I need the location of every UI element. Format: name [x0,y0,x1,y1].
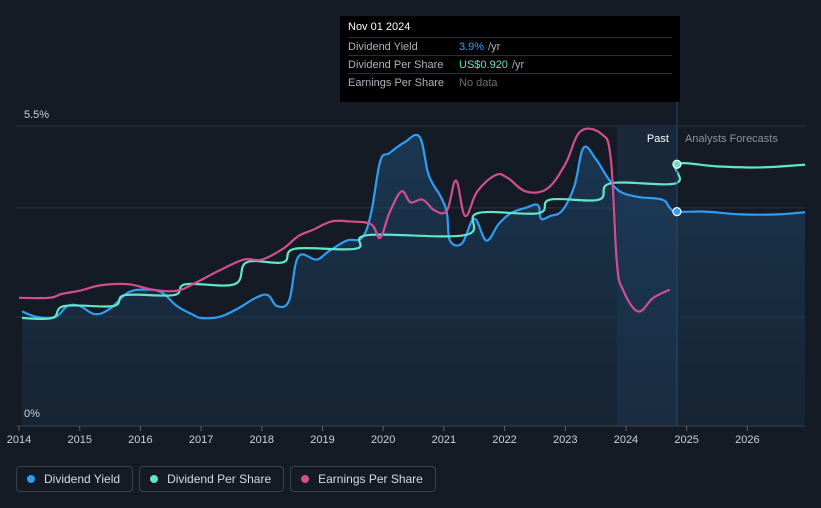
legend: Dividend Yield Dividend Per Share Earnin… [16,466,436,492]
legend-item-dividend-yield[interactable]: Dividend Yield [16,466,134,492]
tooltip-label: Dividend Per Share [348,58,444,71]
legend-dot-icon [150,475,159,483]
tooltip-row-earnings-per-share: Earnings Per Share No data [348,73,672,91]
tooltip-row-dividend-per-share: Dividend Per Share US$0.920 /yr [348,55,672,73]
tooltip-label: Dividend Yield [348,40,418,53]
x-tick-label: 2022 [492,434,516,446]
tooltip-value: 3.9% [459,40,485,53]
x-tick-label: 2017 [189,434,213,446]
past-label: Past [647,133,669,145]
x-axis: 2014 2015 2016 2017 2018 2019 2020 2021 2022 2023… [7,425,805,446]
forecast-label: Analysts Forecasts [685,133,778,145]
markers [672,159,682,217]
tooltip-value: US$0.920 [459,58,508,71]
x-tick-label: 2019 [310,434,334,446]
tooltip-label: Earnings Per Share [348,76,444,89]
tooltip-unit: /yr [488,40,501,53]
dividend-yield-line[interactable] [21,133,806,320]
tooltip-value: No data [459,76,498,89]
legend-item-dividend-per-share[interactable]: Dividend Per Share [139,466,285,492]
dividend-per-share-marker[interactable] [672,159,682,169]
x-tick-label: 2014 [7,434,31,446]
series-group [19,127,806,427]
dividend-per-share-line[interactable] [22,162,806,321]
x-tick-label: 2021 [432,434,456,446]
legend-dot-icon [27,475,35,483]
tooltip-unit: /yr [511,58,525,71]
legend-label: Dividend Per Share [167,472,272,486]
tooltip: Nov 01 2024 Dividend Yield 3.9% /yr Divi… [340,16,680,102]
x-tick-label: 2018 [250,434,274,446]
earnings-per-share-line[interactable] [19,127,671,313]
x-tick-label: 2015 [67,434,91,446]
x-tick-label: 2025 [674,434,698,446]
x-tick-label: 2016 [128,434,152,446]
legend-dot-icon [301,475,310,483]
legend-label: Dividend Yield [44,472,121,486]
y-tick-label-top: 5.5% [24,109,49,121]
tooltip-date: Nov 01 2024 [348,21,411,33]
legend-item-earnings-per-share[interactable]: Earnings Per Share [290,466,436,492]
dividend-yield-marker[interactable] [672,207,682,217]
y-tick-label-bottom: 0% [24,408,40,420]
tooltip-row-dividend-yield: Dividend Yield 3.9% /yr [348,37,672,55]
legend-label: Earnings Per Share [318,472,423,486]
x-tick-label: 2020 [371,434,395,446]
x-tick-label: 2026 [735,434,759,446]
x-tick-label: 2023 [553,434,577,446]
x-tick-label: 2024 [614,434,638,446]
dividend-yield-area [22,134,806,427]
